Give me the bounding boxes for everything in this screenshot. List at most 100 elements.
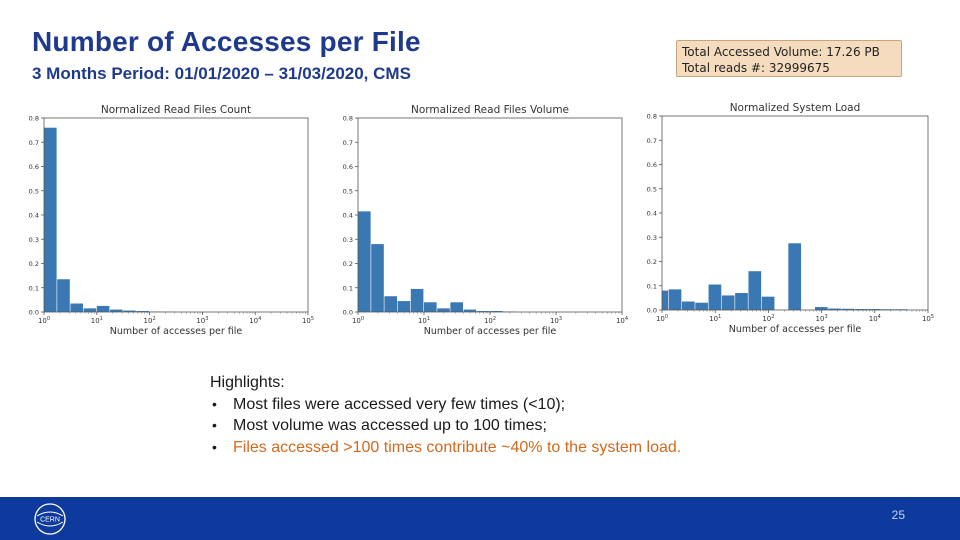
y-tick-label: 0.1 <box>343 284 353 292</box>
y-tick-label: 0.8 <box>647 113 657 121</box>
chart-system-load: Normalized System Load 0.0 0.1 0.2 0.3 0.4 0.5… <box>640 100 940 345</box>
histogram-bar <box>721 295 735 310</box>
total-volume-text: Total Accessed Volume: 17.26 PB <box>682 45 880 59</box>
x-axis-label: Number of accesses per file <box>729 324 862 335</box>
y-tick-label: 0.1 <box>647 282 657 290</box>
histogram-bar <box>662 290 669 310</box>
chart-read-files-volume-svg: Normalized Read Files Volume 0.0 0.1 0.2 0.3… <box>343 104 628 337</box>
y-tick-label: 0.2 <box>343 260 353 268</box>
slide-title: Number of Accesses per File <box>32 26 421 57</box>
histogram-bar <box>695 302 708 310</box>
page-number: 25 <box>891 508 905 522</box>
histogram-bar <box>57 279 70 312</box>
x-tick-label: 104 <box>616 316 628 325</box>
histogram-bar <box>735 293 748 310</box>
x-tick-label: 101 <box>709 314 721 323</box>
histogram-bar <box>841 308 855 310</box>
histogram-bar <box>868 309 881 310</box>
slide-subtitle: 3 Months Period: 01/01/2020 – 31/03/2020… <box>32 64 411 83</box>
histogram-bar <box>476 311 490 312</box>
histogram-bar <box>70 303 83 312</box>
x-axis-label: Number of accesses per file <box>424 326 557 337</box>
highlights-section: Highlights: Most files were accessed ver… <box>210 372 681 458</box>
plot-frame <box>357 117 623 313</box>
x-tick-label: 104 <box>869 314 881 323</box>
highlights-heading: Highlights: <box>210 374 285 391</box>
highlight-item-accent: Files accessed >100 times contribute ~40… <box>210 437 681 459</box>
y-tick-label: 0.0 <box>29 309 39 317</box>
histogram-bar <box>437 308 450 312</box>
histogram-bar <box>410 288 424 312</box>
histogram-bar <box>450 302 463 312</box>
x-tick-label: 100 <box>352 316 364 325</box>
y-tick-label: 0.2 <box>647 258 657 266</box>
histogram-bar <box>371 244 384 312</box>
y-tick-label: 0.0 <box>343 309 353 317</box>
total-reads-text: Total reads #: 32999675 <box>682 61 830 75</box>
y-tick-label: 0.3 <box>647 234 657 242</box>
x-tick-label: 104 <box>249 316 261 325</box>
y-tick-label: 0.6 <box>343 163 353 171</box>
chart-title: Normalized Read Files Count <box>101 104 251 116</box>
y-tick-label: 0.5 <box>29 187 39 195</box>
histogram-bar <box>397 301 411 312</box>
histogram-bar <box>828 308 841 310</box>
histogram-bar <box>854 309 868 310</box>
histogram-bar <box>384 296 397 312</box>
y-tick-label: 0.4 <box>647 210 657 218</box>
highlight-item: Most files were accessed very few times … <box>210 394 681 416</box>
chart-read-files-volume: Normalized Read Files Volume 0.0 0.1 0.2 0.3… <box>336 100 636 345</box>
x-tick-label: 102 <box>484 316 496 325</box>
x-tick-label: 105 <box>302 316 314 325</box>
x-tick-label: 101 <box>91 316 103 325</box>
histogram-bar <box>761 296 775 310</box>
highlight-item: Most volume was accessed up to 100 times… <box>210 415 681 437</box>
histogram-bar <box>490 311 503 312</box>
highlights-list: Most files were accessed very few times … <box>210 394 681 459</box>
histogram-bar <box>44 127 57 312</box>
y-tick-label: 0.7 <box>29 139 39 147</box>
x-axis-label: Number of accesses per file <box>110 326 243 337</box>
x-tick-label: 105 <box>922 314 934 323</box>
y-tick-label: 0.8 <box>343 115 353 123</box>
histogram-bar <box>708 284 722 310</box>
chart-read-files-count-svg: Normalized Read Files Count 0.0 0.1 0.2 0.3 0… <box>29 104 314 337</box>
histogram-bar <box>358 211 371 312</box>
y-tick-label: 0.5 <box>647 185 657 193</box>
x-tick-label: 100 <box>38 316 50 325</box>
y-tick-label: 0.3 <box>343 236 353 244</box>
y-tick-label: 0.7 <box>343 139 353 147</box>
histogram-bar <box>424 302 437 312</box>
y-tick-label: 0.2 <box>29 260 39 268</box>
histogram-bar <box>83 308 97 312</box>
chart-system-load-svg: Normalized System Load 0.0 0.1 0.2 0.3 0.4 0.5… <box>647 102 934 335</box>
histogram-bar <box>463 309 477 312</box>
histogram-bar <box>109 309 123 312</box>
footer-bar: CERN 25 <box>0 497 960 540</box>
x-tick-label: 102 <box>144 316 156 325</box>
x-tick-label: 101 <box>418 316 430 325</box>
x-tick-label: 103 <box>550 316 562 325</box>
cern-logo-text: CERN <box>40 517 60 524</box>
y-tick-label: 0.6 <box>29 163 39 171</box>
x-tick-label: 103 <box>196 316 208 325</box>
histogram-bar <box>814 307 828 310</box>
y-tick-label: 0.0 <box>647 307 657 315</box>
histogram-bar <box>96 305 110 312</box>
y-tick-label: 0.6 <box>647 161 657 169</box>
histogram-bar <box>681 301 695 310</box>
y-tick-label: 0.3 <box>29 236 39 244</box>
y-tick-label: 0.8 <box>29 115 39 123</box>
chart-read-files-count: Normalized Read Files Count 0.0 0.1 0.2 0.3 0… <box>22 100 322 345</box>
y-tick-label: 0.1 <box>29 284 39 292</box>
histogram-bar <box>788 243 802 310</box>
x-tick-label: 102 <box>762 314 774 323</box>
chart-title: Normalized System Load <box>730 102 861 114</box>
y-tick-label: 0.5 <box>343 187 353 195</box>
x-tick-label: 100 <box>656 314 668 323</box>
totals-info-box: Total Accessed Volume: 17.26 PB Total re… <box>676 40 902 77</box>
x-tick-label: 103 <box>816 314 828 323</box>
y-tick-label: 0.4 <box>29 212 39 220</box>
histogram-bar <box>748 271 762 310</box>
plot-frame <box>43 117 309 313</box>
